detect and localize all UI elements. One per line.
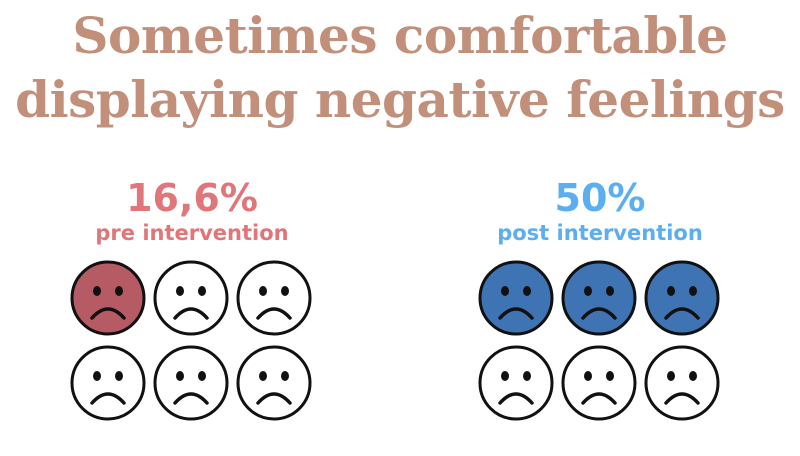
sad-face-icon [234, 343, 314, 423]
post-percent: 50% [554, 176, 646, 220]
post-intervention-group: 50% post intervention [470, 176, 730, 421]
post-label: post intervention [497, 221, 703, 245]
sad-face-icon [559, 343, 639, 423]
sad-face-icon-filled [559, 258, 639, 338]
sad-face-icon [642, 343, 722, 423]
sad-face-icon [476, 343, 556, 423]
title-line-1: Sometimes comfortable [72, 6, 728, 65]
pre-label: pre intervention [95, 221, 289, 245]
sad-face-icon [68, 343, 148, 423]
sad-face-icon [151, 258, 231, 338]
sad-face-icon-filled [68, 258, 148, 338]
page-title: Sometimes comfortable displaying negativ… [0, 4, 800, 132]
sad-face-icon [151, 343, 231, 423]
sad-face-icon [234, 258, 314, 338]
pre-intervention-group: 16,6% pre intervention [62, 176, 322, 421]
sad-face-icon-filled [476, 258, 556, 338]
pre-percent: 16,6% [126, 176, 258, 220]
sad-face-icon-filled [642, 258, 722, 338]
title-line-2: displaying negative feelings [15, 70, 785, 129]
